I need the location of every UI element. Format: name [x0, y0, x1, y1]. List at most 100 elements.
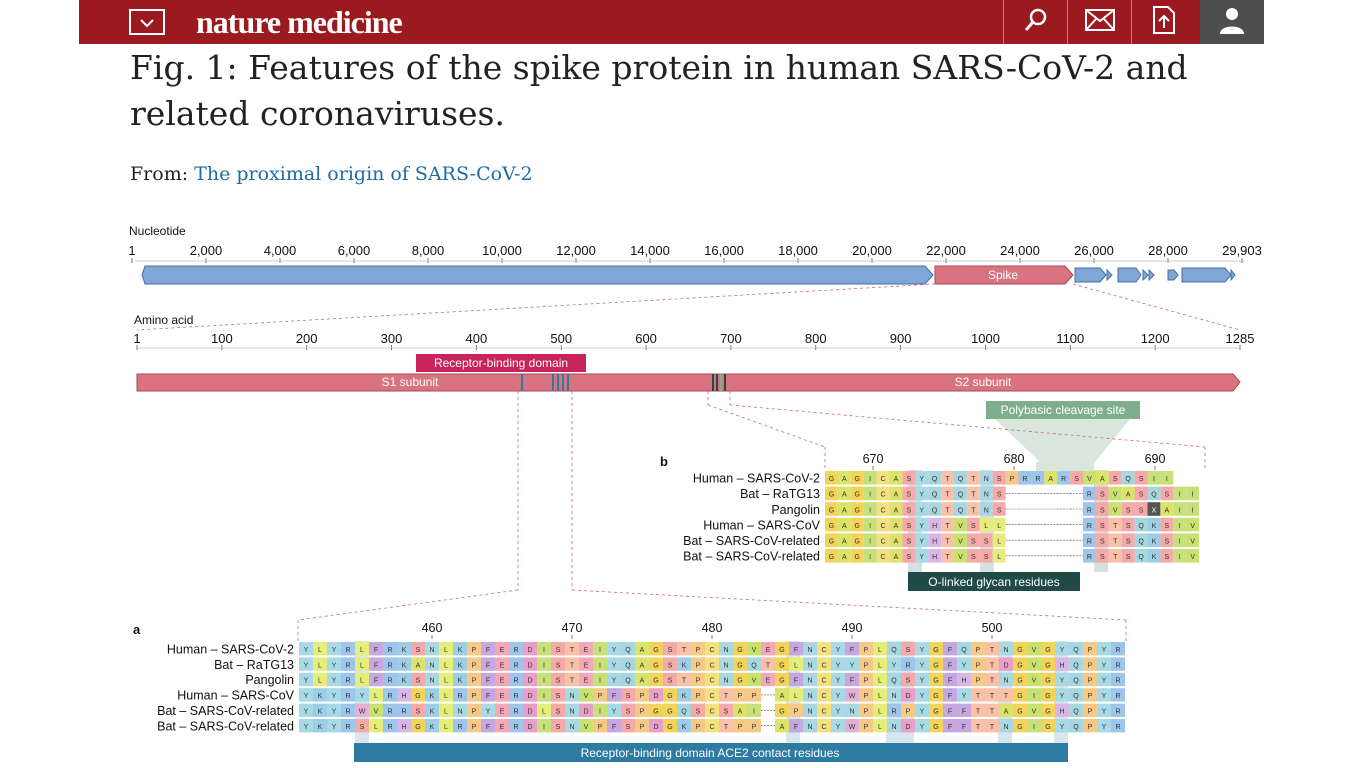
residue-cell [971, 688, 985, 702]
residue-cell [929, 719, 943, 733]
residue-letter: F [794, 678, 798, 685]
residue-cell [876, 502, 890, 516]
residue-cell [1147, 502, 1161, 516]
residue-letter: S [1165, 554, 1170, 561]
sequence-name: Human – SARS-CoV-2 [167, 642, 294, 656]
residue-letter: N [723, 662, 728, 669]
residue-letter: Q [681, 709, 687, 716]
from-label: From: [130, 163, 189, 185]
residue-cell [1027, 719, 1041, 733]
residue-letter: V [1032, 662, 1037, 669]
residue-cell [1097, 672, 1111, 687]
residue-letter: P [1088, 647, 1093, 654]
residue-letter: T [1113, 554, 1118, 561]
residue-letter: P [696, 693, 701, 700]
residue-letter: R [1115, 724, 1120, 731]
residue-cell [979, 471, 993, 485]
orf1ab-bar [141, 265, 934, 285]
residue-letter: Q [891, 647, 897, 654]
residue-cell [719, 642, 733, 656]
residue-letter: I [1166, 476, 1168, 483]
residue-letter: I [1033, 693, 1035, 700]
residue-cell [992, 549, 1006, 563]
residue-cell [397, 688, 411, 702]
residue-cell [635, 657, 649, 671]
residue-cell [901, 657, 915, 671]
residue-letter: R [905, 662, 910, 669]
residue-cell [971, 703, 985, 717]
residue-letter: R [513, 678, 518, 685]
residue-cell [985, 688, 999, 702]
download-button[interactable] [1131, 0, 1196, 44]
residue-letter: S [1074, 476, 1079, 483]
residue-letter: S [1165, 492, 1170, 499]
residue-cell [1173, 549, 1187, 563]
residue-cell [863, 502, 877, 516]
residue-letter: S [1100, 539, 1105, 546]
residue-cell [825, 471, 838, 485]
residue-cell [1083, 672, 1097, 687]
residue-letter: V [1113, 492, 1118, 499]
residue-cell [979, 486, 993, 501]
residue-letter: K [1152, 554, 1157, 561]
residue-letter: G [779, 709, 784, 716]
residue-cell [979, 533, 993, 547]
residue-cell [1121, 471, 1135, 485]
residue-cell [635, 719, 649, 733]
residue-letter: P [738, 724, 743, 731]
residue-cell [863, 517, 877, 532]
residue-letter: H [1059, 709, 1064, 716]
residue-letter: Q [1073, 647, 1079, 654]
residue-cell [901, 703, 915, 717]
residue-cell [397, 719, 411, 733]
account-button[interactable] [1200, 0, 1264, 44]
residue-letter: F [962, 709, 966, 716]
residue-letter: A [416, 662, 421, 669]
residue-cell [876, 549, 890, 563]
residue-letter: C [821, 709, 826, 716]
axis-tick-label: 460 [422, 621, 443, 635]
residue-letter: Y [1102, 647, 1107, 654]
site-logo[interactable]: nature medicine [196, 4, 403, 40]
residue-cell [1083, 517, 1096, 532]
residue-letter: G [1017, 662, 1022, 669]
residue-letter: R [387, 693, 392, 700]
residue-cell [928, 471, 942, 485]
residue-letter: P [864, 678, 869, 685]
residue-cell [876, 486, 890, 501]
residue-cell [649, 688, 663, 702]
residue-cell [971, 642, 985, 656]
residue-letter: K [402, 662, 407, 669]
residue-cell [509, 642, 523, 656]
residue-letter: C [881, 554, 886, 561]
residue-letter: H [401, 693, 406, 700]
residue-letter: L [997, 539, 1001, 546]
residue-cell [551, 688, 565, 702]
residue-letter: S [626, 724, 631, 731]
residue-letter: P [472, 662, 477, 669]
residue-letter: D [653, 693, 658, 700]
residue-letter: Q [1073, 693, 1079, 700]
residue-cell [1108, 533, 1122, 547]
search-button[interactable] [1003, 0, 1068, 44]
residue-cell [954, 471, 967, 485]
residue-cell [928, 549, 942, 563]
email-button[interactable] [1067, 0, 1132, 44]
residue-cell [481, 657, 495, 671]
residue-letter: P [906, 709, 911, 716]
residue-cell [999, 719, 1013, 733]
residue-letter: Y [919, 523, 924, 530]
axis-tick-label: 300 [381, 331, 403, 346]
residue-cell [971, 719, 985, 733]
residue-letter: C [821, 724, 826, 731]
sequence-name: Human – SARS-CoV [177, 689, 294, 703]
residue-cell [551, 657, 565, 671]
residue-letter: Y [1060, 693, 1065, 700]
axis-tick-label: 400 [466, 331, 488, 346]
residue-letter: A [842, 476, 847, 483]
menu-toggle-button[interactable] [129, 9, 165, 35]
residue-cell [1134, 517, 1148, 532]
source-article-link[interactable]: The proximal origin of SARS-CoV-2 [194, 163, 533, 185]
residue-cell [509, 672, 523, 687]
